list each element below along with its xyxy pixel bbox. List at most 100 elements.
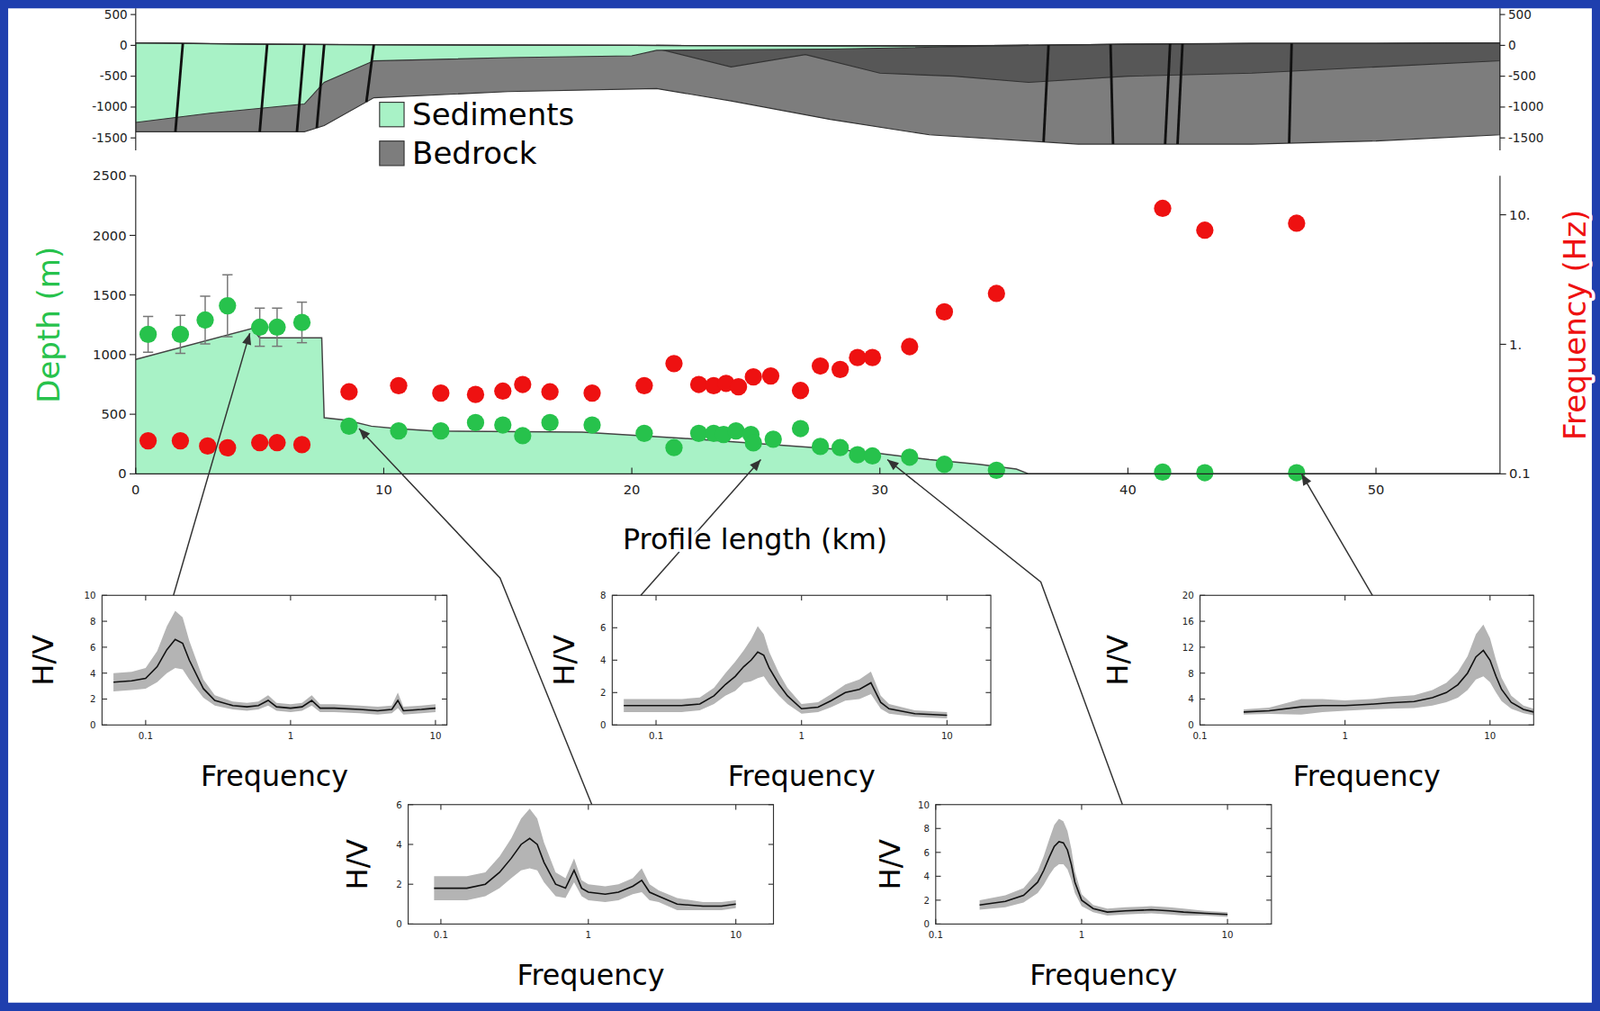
tick-label: 6 [924,847,930,858]
std-band [623,626,947,720]
tick-label: 10 [729,929,742,940]
std-band [113,611,436,715]
tick [985,724,991,726]
tick [1200,594,1206,596]
tick-label: 4 [89,668,96,679]
tick [130,14,136,16]
depth-point [935,455,953,473]
tick [934,804,936,810]
tick [144,719,146,726]
hv-curve [113,638,436,711]
tick [768,923,774,925]
error-cap [175,314,186,315]
hv-curve [433,837,736,906]
error-cap [271,345,282,347]
depth-point [811,437,829,455]
tick [101,672,108,674]
tick-label: 2 [924,895,930,906]
tick [129,353,136,355]
tick-label: 0.1 [648,730,664,741]
tick [935,898,942,900]
tick [130,44,136,46]
arrow-head [749,458,761,471]
frequency-point [988,284,1006,302]
tick [130,137,136,139]
tick [631,467,633,475]
tick-label: 0 [119,37,128,53]
frequency-point [690,375,708,393]
error-cap [199,342,210,344]
error-cap [254,307,265,309]
fault [1165,44,1171,144]
tick-label: 1 [585,929,592,940]
tick-label: 0.1 [1192,730,1207,741]
tick [985,692,991,693]
tick [1528,620,1535,622]
tick [408,923,414,925]
tick-label: 4 [395,839,402,850]
depth-point [791,419,809,437]
tick [655,719,657,726]
tick-label: -500 [99,68,128,83]
tick-label: 30 [871,481,889,497]
tick-label: 0 [1508,37,1517,53]
frequency-point [762,367,780,385]
depth-point [1195,463,1214,481]
tick-label: -1500 [1508,130,1545,145]
fault [1177,44,1184,144]
std-band [979,818,1229,917]
tick [1489,719,1491,726]
frequency-point [340,383,358,401]
tick [101,594,108,596]
fault [1043,44,1050,143]
tick [1500,137,1506,139]
frequency-point [935,303,953,321]
axis-line [134,175,136,474]
arrows [173,332,1373,805]
sediment-area [135,328,1501,475]
frequency-point [635,377,653,395]
error-cap [271,307,282,309]
axis-line [134,8,136,151]
tick-label: 6 [600,622,606,633]
tick-label: 1. [1509,336,1522,352]
page [8,8,1592,1002]
tick [129,294,136,296]
axis-line [135,473,1501,475]
sediments [135,43,1029,123]
inset: 0481216200.1110 [1182,590,1535,741]
inset-frame [935,804,1272,925]
tick [768,883,774,885]
axis-title: H/V [873,838,907,890]
arrow-line [1301,473,1373,595]
tick [1266,851,1272,853]
tick-label: 10 [941,730,953,741]
error-cap [143,351,153,353]
arrow-head [242,332,252,345]
plot-area [135,274,1501,474]
tick [434,719,436,726]
fault [260,44,268,132]
station-arrow [173,332,252,595]
fault [366,44,374,103]
error-cap [199,295,210,297]
tick-label: -1500 [91,130,128,145]
frequency-point [745,368,763,386]
tick [735,918,737,925]
frequency-point [848,349,866,367]
tick [1200,672,1206,674]
tick [1266,923,1272,925]
tick [1266,875,1272,877]
tick [101,724,108,726]
tick [935,803,942,805]
tick [768,803,774,805]
fault [175,43,183,132]
tick [434,594,436,601]
tick-label: 0 [1187,719,1194,730]
std-band [433,808,736,910]
inset: 024680.1110 [600,590,991,741]
tick [440,804,441,810]
tick-label: 10 [917,800,930,810]
tick-label: 0 [924,918,930,929]
axis-title: Frequency [1293,759,1441,792]
